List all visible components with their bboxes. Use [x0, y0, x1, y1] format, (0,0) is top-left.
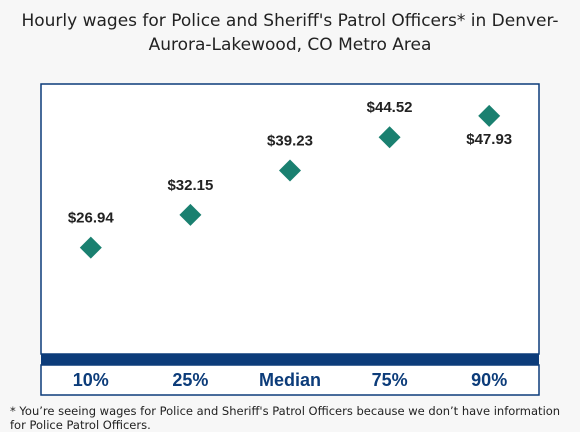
data-label-4: $44.52	[367, 99, 413, 116]
data-label-1: $26.94	[68, 210, 115, 227]
data-point-5	[478, 104, 501, 127]
category-label-1: 10%	[73, 370, 109, 390]
footnote: * You’re seeing wages for Police and She…	[10, 404, 561, 432]
chart-marks: $26.94 10% $32.15 25% $39.23 Median $44.52 75% $…	[68, 99, 512, 390]
data-label-2: $32.15	[167, 177, 213, 194]
data-label-3: $39.23	[267, 132, 313, 149]
plot-area	[40, 83, 540, 355]
category-band	[41, 354, 539, 365]
data-point-3	[279, 159, 301, 182]
category-label-3: Median	[259, 370, 321, 390]
category-label-4: 75%	[372, 370, 408, 390]
data-point-4	[378, 126, 401, 149]
data-point-2	[179, 203, 202, 226]
chart-title: Hourly wages for Police and Sheriff's Pa…	[21, 11, 559, 55]
category-row	[40, 364, 540, 396]
category-label-2: 25%	[172, 370, 208, 390]
category-label-5: 90%	[471, 370, 507, 390]
data-point-1	[79, 236, 102, 259]
data-label-5: $47.93	[466, 131, 512, 148]
